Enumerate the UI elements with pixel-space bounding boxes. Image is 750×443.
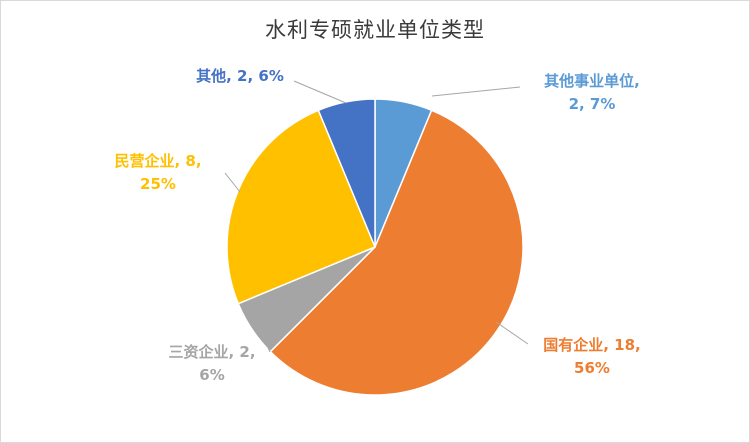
data-label-4: 民营企业, 8, 25% <box>114 152 201 193</box>
pie-slice-2 <box>269 109 524 396</box>
data-label-3: 三资企业, 2, 6% <box>168 343 255 384</box>
data-label-2: 国有企业, 18, 56% <box>543 336 641 377</box>
leader-line-4 <box>224 172 241 193</box>
leader-line-1 <box>431 86 521 97</box>
leader-line-5 <box>293 80 347 104</box>
data-label-5: 其他, 2, 6% <box>196 67 284 85</box>
chart-title: 水利专硕就业单位类型 <box>265 18 485 42</box>
data-label-1: 其他事业单位, 2, 7% <box>544 72 640 113</box>
pie-slice-5 <box>317 98 376 248</box>
leader-line-2 <box>495 321 529 345</box>
leader-line-3 <box>257 324 271 353</box>
